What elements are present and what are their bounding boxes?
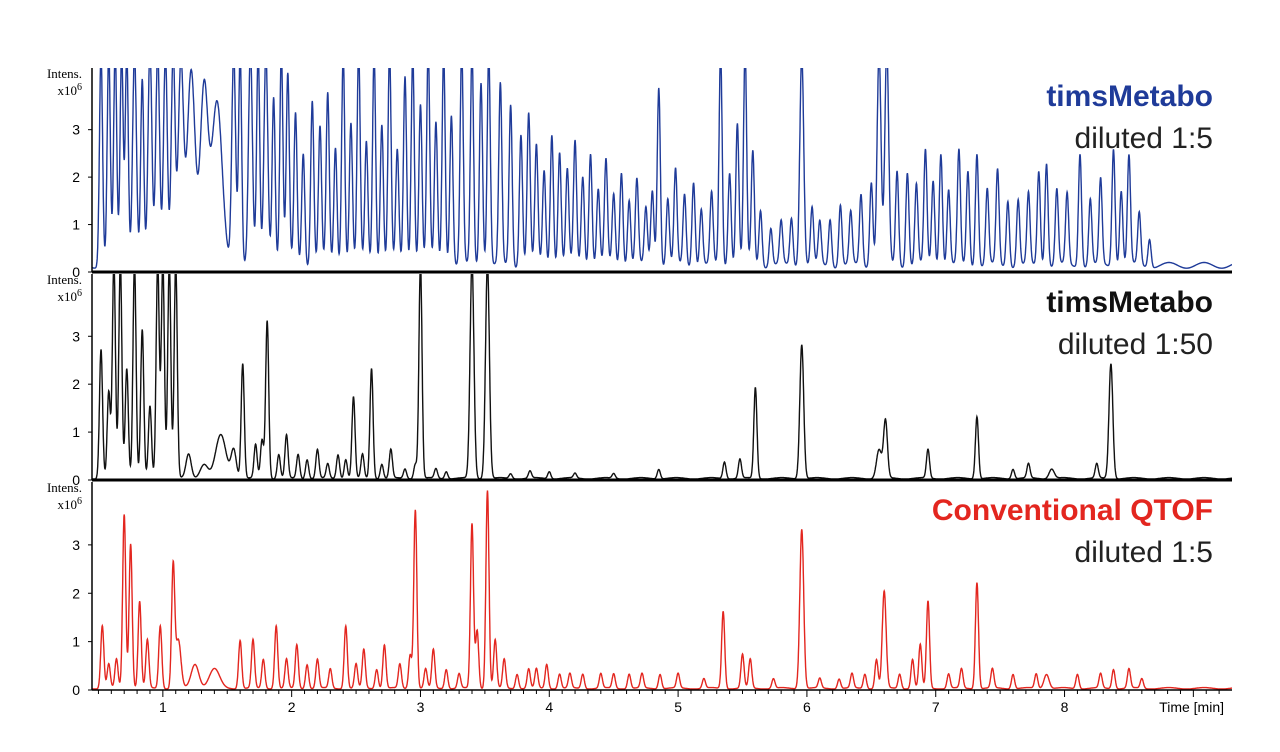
x-tick-label: 5 xyxy=(674,699,682,715)
panel-subtitle: diluted 1:5 xyxy=(1075,122,1213,155)
panel-3: 0 1 2 3 Intens.x106 Conventional QTOF diluted … xyxy=(47,480,1232,698)
y-tick-label: 0 xyxy=(72,682,80,698)
x-tick-label: 3 xyxy=(417,699,425,715)
panel-1: 0 1 2 3 Intens.x106 timsMetabo diluted 1:5 xyxy=(47,66,1232,280)
x-axis-label: Time [min] xyxy=(1159,699,1224,715)
y-axis-unit: x106 xyxy=(58,288,83,304)
series-line-1 xyxy=(92,68,1232,269)
x-tick-label: 6 xyxy=(803,699,811,715)
series-line-3 xyxy=(92,490,1232,690)
y-axis-unit: x106 xyxy=(58,82,83,98)
y-tick-label: 1 xyxy=(72,634,80,650)
y-tick-label: 2 xyxy=(72,376,80,392)
y-tick-label: 0 xyxy=(72,264,80,280)
y-tick-label: 3 xyxy=(72,537,80,553)
y-axis-label: Intens. xyxy=(47,272,82,287)
panel-2: 0 1 2 3 Intens.x106 timsMetabo diluted 1:50 xyxy=(47,272,1232,488)
y-tick-label: 1 xyxy=(72,424,80,440)
x-tick-label: 4 xyxy=(545,699,553,715)
y-tick-label: 3 xyxy=(72,328,80,344)
x-tick-label: 1 xyxy=(159,699,167,715)
x-tick-label: 2 xyxy=(288,699,296,715)
y-tick-label: 1 xyxy=(72,217,80,233)
y-axis-unit: x106 xyxy=(58,496,83,512)
y-tick-label: 2 xyxy=(72,169,80,185)
x-tick-label: 8 xyxy=(1061,699,1069,715)
x-tick-label: 7 xyxy=(932,699,940,715)
x-axis: 1 2 3 4 5 6 7 8 Time [min] xyxy=(97,690,1224,715)
panel-subtitle: diluted 1:5 xyxy=(1075,536,1213,569)
panel-title: timsMetabo xyxy=(1046,80,1213,113)
y-tick-label: 3 xyxy=(72,122,80,138)
y-tick-label: 2 xyxy=(72,585,80,601)
y-axis-label: Intens. xyxy=(47,480,82,495)
panel-title: timsMetabo xyxy=(1046,286,1213,319)
y-tick-label: 0 xyxy=(72,472,80,488)
panel-subtitle: diluted 1:50 xyxy=(1058,328,1213,361)
y-axis-label: Intens. xyxy=(47,66,82,81)
panel-title: Conventional QTOF xyxy=(932,494,1213,527)
